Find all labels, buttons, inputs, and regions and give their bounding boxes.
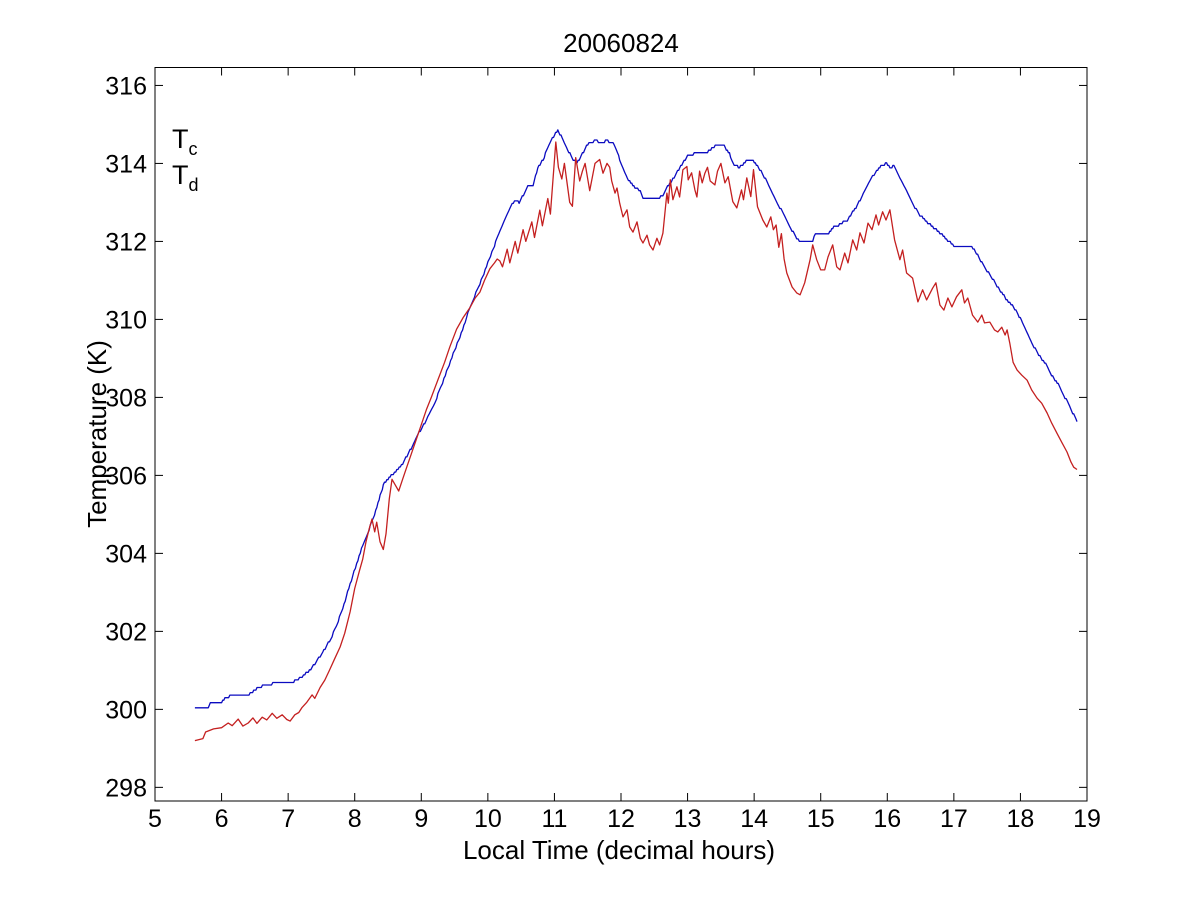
- series-line-Td: [194, 141, 1078, 742]
- x-tick-label: 15: [807, 805, 835, 833]
- x-tick-label: 17: [940, 805, 968, 833]
- y-tick-label: 314: [105, 150, 147, 178]
- legend-label-Tc: Tc: [172, 124, 198, 159]
- x-tick-label: 18: [1007, 805, 1035, 833]
- x-tick-label: 10: [474, 805, 502, 833]
- x-tick-label: 8: [348, 805, 362, 833]
- y-axis-label: Temperature (K): [82, 340, 112, 528]
- data-series: [194, 129, 1078, 742]
- y-tick-label: 304: [105, 540, 147, 568]
- y-axis-tick-labels: 298 300 302 304 306 308 310 312 314 316: [105, 72, 147, 802]
- x-tick-label: 9: [414, 805, 428, 833]
- y-tick-label: 306: [105, 462, 147, 490]
- x-tick-label: 12: [607, 805, 635, 833]
- y-tick-label: 298: [105, 774, 147, 802]
- y-tick-label: 312: [105, 228, 147, 256]
- x-axis-label: Local Time (decimal hours): [463, 835, 775, 865]
- x-axis-tick-labels: 5 6 7 8 9 10 11 12 13 14 15 16 17 18 19: [148, 805, 1101, 833]
- y-tick-label: 316: [105, 72, 147, 100]
- y-tick-label: 302: [105, 618, 147, 646]
- legend-label-Td: Td: [172, 160, 199, 195]
- x-tick-label: 19: [1073, 805, 1101, 833]
- y-tick-label: 308: [105, 384, 147, 412]
- x-tick-label: 13: [674, 805, 702, 833]
- x-tick-label: 16: [873, 805, 901, 833]
- chart-title: 20060824: [563, 28, 679, 58]
- x-axis-ticks: [154, 67, 1088, 801]
- x-tick-label: 14: [740, 805, 768, 833]
- x-tick-label: 11: [541, 805, 567, 833]
- x-tick-label: 7: [281, 805, 295, 833]
- x-tick-label: 5: [148, 805, 162, 833]
- x-tick-label: 6: [215, 805, 229, 833]
- y-tick-label: 300: [105, 696, 147, 724]
- series-line-Tc: [194, 129, 1078, 709]
- y-axis-ticks: [155, 84, 1087, 788]
- y-tick-label: 310: [105, 306, 147, 334]
